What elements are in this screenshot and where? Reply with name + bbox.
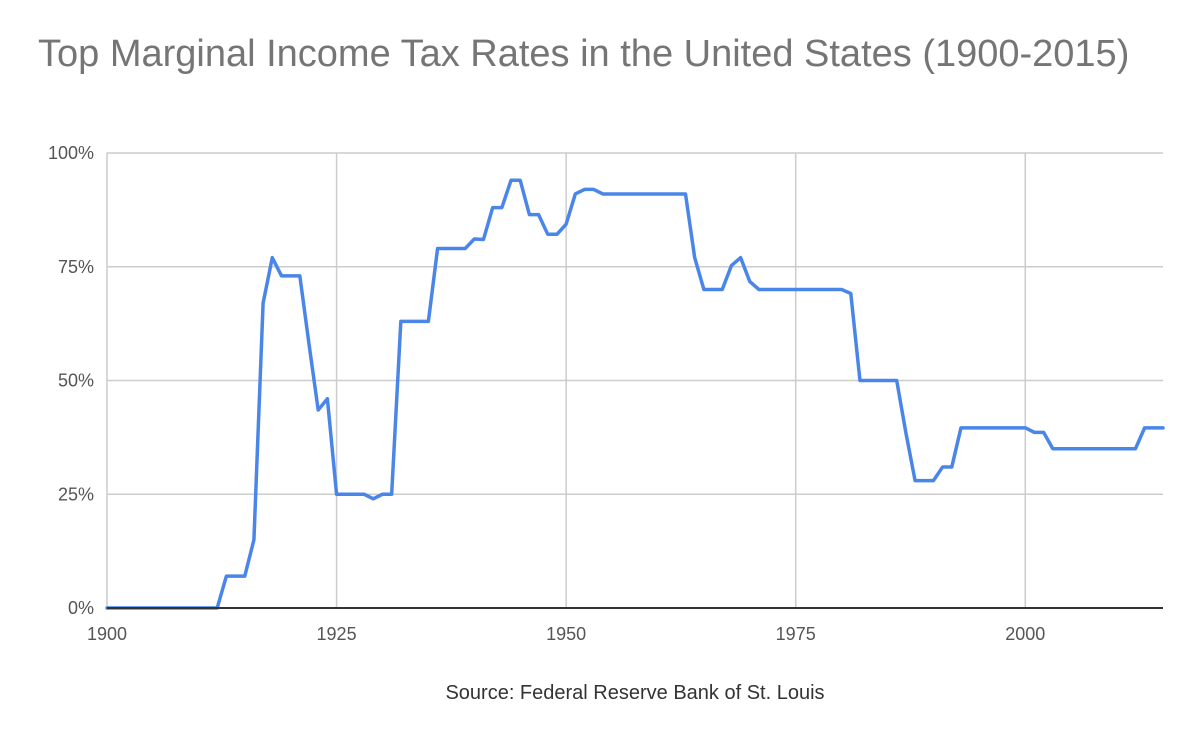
- tick-labels: 0% 25% 50% 75% 100% 1900 1925 1950 1975 2000: [48, 143, 1045, 644]
- y-tick-label: 100%: [48, 143, 94, 163]
- x-tick-label: 2000: [1005, 624, 1045, 644]
- x-tick-label: 1925: [317, 624, 357, 644]
- chart-title: Top Marginal Income Tax Rates in the Uni…: [38, 33, 1130, 75]
- y-tick-label: 25%: [58, 484, 94, 504]
- y-tick-label: 50%: [58, 371, 94, 391]
- series-line: [105, 178, 1165, 610]
- x-tick-label: 1900: [87, 624, 127, 644]
- x-tick-label: 1950: [546, 624, 586, 644]
- y-tick-label: 75%: [58, 257, 94, 277]
- x-tick-label: 1975: [776, 624, 816, 644]
- source-note: Source: Federal Reserve Bank of St. Loui…: [445, 682, 824, 704]
- y-tick-label: 0%: [68, 598, 94, 618]
- grid-lines: [106, 152, 1163, 608]
- series-layer: [105, 178, 1165, 610]
